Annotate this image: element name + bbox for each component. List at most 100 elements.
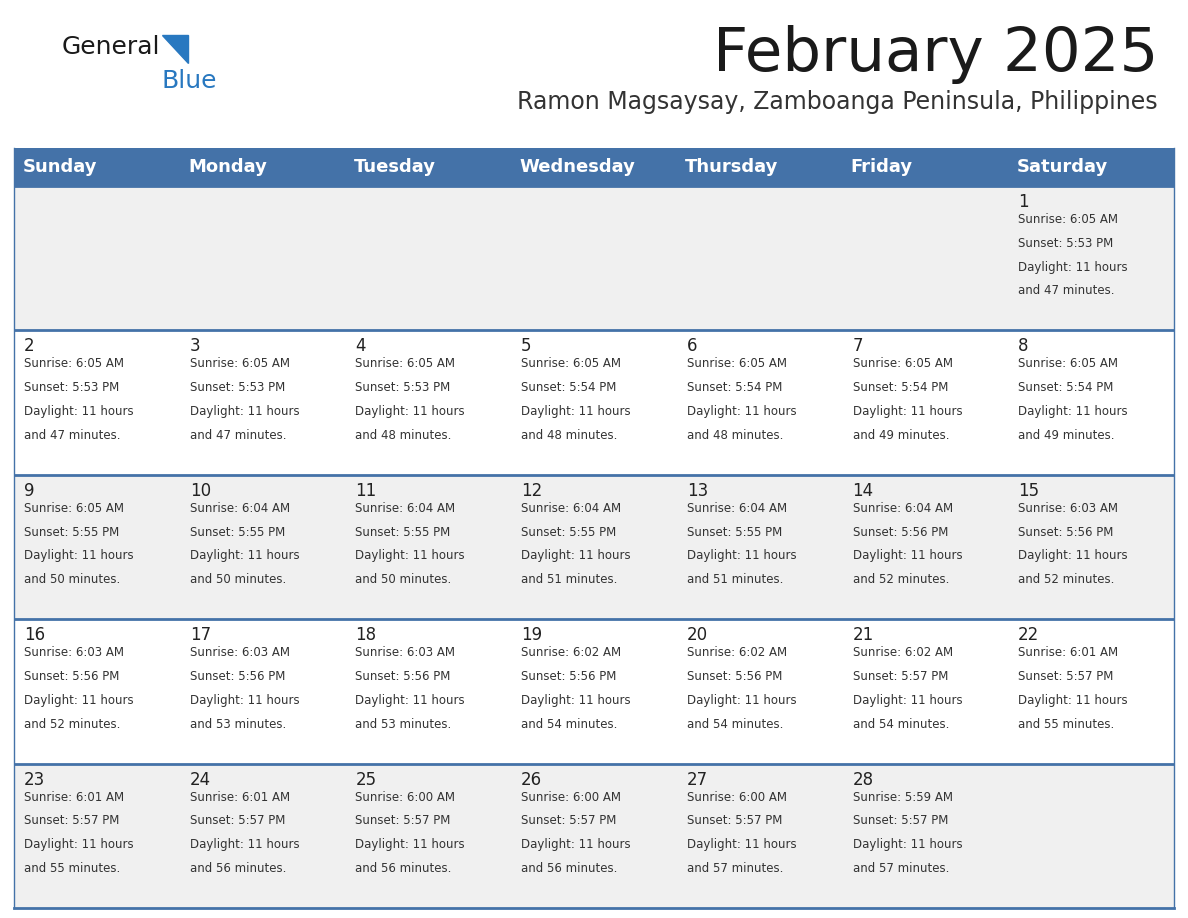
Text: and 48 minutes.: and 48 minutes. xyxy=(355,429,451,442)
Text: Daylight: 11 hours: Daylight: 11 hours xyxy=(853,405,962,418)
Text: Sunrise: 6:02 AM: Sunrise: 6:02 AM xyxy=(522,646,621,659)
Text: 24: 24 xyxy=(190,770,210,789)
Text: Sunrise: 6:05 AM: Sunrise: 6:05 AM xyxy=(853,357,953,370)
Text: Sunrise: 6:03 AM: Sunrise: 6:03 AM xyxy=(1018,502,1118,515)
Text: Sunset: 5:56 PM: Sunset: 5:56 PM xyxy=(687,670,782,683)
Text: and 57 minutes.: and 57 minutes. xyxy=(853,862,949,875)
Text: Daylight: 11 hours: Daylight: 11 hours xyxy=(687,405,796,418)
Bar xyxy=(14,330,1174,475)
Text: 19: 19 xyxy=(522,626,542,644)
Text: Sunrise: 6:00 AM: Sunrise: 6:00 AM xyxy=(687,790,786,803)
Text: Sunrise: 6:05 AM: Sunrise: 6:05 AM xyxy=(24,502,124,515)
Text: Sunrise: 6:05 AM: Sunrise: 6:05 AM xyxy=(355,357,455,370)
Text: Sunrise: 6:05 AM: Sunrise: 6:05 AM xyxy=(190,357,290,370)
Bar xyxy=(1009,148,1174,186)
Text: and 56 minutes.: and 56 minutes. xyxy=(190,862,286,875)
Text: Sunrise: 6:03 AM: Sunrise: 6:03 AM xyxy=(190,646,290,659)
Text: 13: 13 xyxy=(687,482,708,499)
Text: and 51 minutes.: and 51 minutes. xyxy=(687,573,783,587)
Text: Sunrise: 6:03 AM: Sunrise: 6:03 AM xyxy=(24,646,124,659)
Text: Daylight: 11 hours: Daylight: 11 hours xyxy=(355,550,465,563)
Bar xyxy=(14,475,1174,620)
Text: Sunset: 5:57 PM: Sunset: 5:57 PM xyxy=(355,814,450,827)
Text: 22: 22 xyxy=(1018,626,1040,644)
Text: and 53 minutes.: and 53 minutes. xyxy=(355,718,451,731)
Text: Thursday: Thursday xyxy=(685,158,778,176)
Text: 27: 27 xyxy=(687,770,708,789)
Text: Daylight: 11 hours: Daylight: 11 hours xyxy=(853,694,962,707)
Text: Tuesday: Tuesday xyxy=(354,158,436,176)
Text: Sunset: 5:53 PM: Sunset: 5:53 PM xyxy=(355,381,450,394)
Text: Sunrise: 6:04 AM: Sunrise: 6:04 AM xyxy=(355,502,455,515)
Text: Sunrise: 6:05 AM: Sunrise: 6:05 AM xyxy=(1018,357,1118,370)
Text: 2: 2 xyxy=(24,338,34,355)
Text: Daylight: 11 hours: Daylight: 11 hours xyxy=(1018,694,1127,707)
Text: Daylight: 11 hours: Daylight: 11 hours xyxy=(355,838,465,851)
Text: Daylight: 11 hours: Daylight: 11 hours xyxy=(522,405,631,418)
Text: Wednesday: Wednesday xyxy=(519,158,636,176)
Text: Sunset: 5:57 PM: Sunset: 5:57 PM xyxy=(853,670,948,683)
Text: and 54 minutes.: and 54 minutes. xyxy=(522,718,618,731)
Text: 10: 10 xyxy=(190,482,210,499)
Text: 7: 7 xyxy=(853,338,862,355)
Bar xyxy=(179,148,346,186)
Text: Ramon Magsaysay, Zamboanga Peninsula, Philippines: Ramon Magsaysay, Zamboanga Peninsula, Ph… xyxy=(518,90,1158,114)
Bar xyxy=(14,186,1174,330)
Text: Sunset: 5:55 PM: Sunset: 5:55 PM xyxy=(355,526,450,539)
Text: Sunset: 5:54 PM: Sunset: 5:54 PM xyxy=(853,381,948,394)
Text: Sunrise: 6:05 AM: Sunrise: 6:05 AM xyxy=(1018,213,1118,226)
Text: Sunset: 5:53 PM: Sunset: 5:53 PM xyxy=(190,381,285,394)
Text: Sunset: 5:55 PM: Sunset: 5:55 PM xyxy=(190,526,285,539)
Text: 14: 14 xyxy=(853,482,873,499)
Text: Sunrise: 6:02 AM: Sunrise: 6:02 AM xyxy=(853,646,953,659)
Text: Daylight: 11 hours: Daylight: 11 hours xyxy=(190,694,299,707)
Text: Sunset: 5:56 PM: Sunset: 5:56 PM xyxy=(24,670,119,683)
Text: 3: 3 xyxy=(190,338,201,355)
Text: 9: 9 xyxy=(24,482,34,499)
Text: Daylight: 11 hours: Daylight: 11 hours xyxy=(1018,261,1127,274)
Text: Daylight: 11 hours: Daylight: 11 hours xyxy=(190,550,299,563)
Text: and 56 minutes.: and 56 minutes. xyxy=(355,862,451,875)
Text: Sunset: 5:53 PM: Sunset: 5:53 PM xyxy=(1018,237,1113,250)
Text: and 47 minutes.: and 47 minutes. xyxy=(24,429,120,442)
Bar xyxy=(14,620,1174,764)
Text: Sunrise: 6:01 AM: Sunrise: 6:01 AM xyxy=(1018,646,1118,659)
Text: Sunday: Sunday xyxy=(23,158,96,176)
Text: and 55 minutes.: and 55 minutes. xyxy=(1018,718,1114,731)
Text: Sunset: 5:54 PM: Sunset: 5:54 PM xyxy=(522,381,617,394)
Text: Daylight: 11 hours: Daylight: 11 hours xyxy=(853,550,962,563)
Text: and 54 minutes.: and 54 minutes. xyxy=(687,718,783,731)
Text: Sunset: 5:56 PM: Sunset: 5:56 PM xyxy=(190,670,285,683)
Text: and 48 minutes.: and 48 minutes. xyxy=(687,429,783,442)
Text: Daylight: 11 hours: Daylight: 11 hours xyxy=(687,694,796,707)
Text: and 47 minutes.: and 47 minutes. xyxy=(190,429,286,442)
Text: 28: 28 xyxy=(853,770,873,789)
Text: Sunset: 5:57 PM: Sunset: 5:57 PM xyxy=(190,814,285,827)
Text: 18: 18 xyxy=(355,626,377,644)
Text: and 50 minutes.: and 50 minutes. xyxy=(24,573,120,587)
Text: Daylight: 11 hours: Daylight: 11 hours xyxy=(687,550,796,563)
Text: 20: 20 xyxy=(687,626,708,644)
Text: 25: 25 xyxy=(355,770,377,789)
Text: 21: 21 xyxy=(853,626,873,644)
Text: and 52 minutes.: and 52 minutes. xyxy=(1018,573,1114,587)
Text: Sunset: 5:57 PM: Sunset: 5:57 PM xyxy=(1018,670,1113,683)
Text: Daylight: 11 hours: Daylight: 11 hours xyxy=(853,838,962,851)
Text: Saturday: Saturday xyxy=(1017,158,1108,176)
Text: Daylight: 11 hours: Daylight: 11 hours xyxy=(355,694,465,707)
Text: Daylight: 11 hours: Daylight: 11 hours xyxy=(24,405,133,418)
Polygon shape xyxy=(162,35,188,63)
Bar xyxy=(14,148,179,186)
Bar xyxy=(842,148,1009,186)
Text: Blue: Blue xyxy=(162,69,217,93)
Text: and 51 minutes.: and 51 minutes. xyxy=(522,573,618,587)
Text: 26: 26 xyxy=(522,770,542,789)
Text: Monday: Monday xyxy=(188,158,267,176)
Text: 12: 12 xyxy=(522,482,543,499)
Text: Sunset: 5:54 PM: Sunset: 5:54 PM xyxy=(1018,381,1113,394)
Text: Sunset: 5:55 PM: Sunset: 5:55 PM xyxy=(687,526,782,539)
Text: Sunset: 5:53 PM: Sunset: 5:53 PM xyxy=(24,381,119,394)
Text: Sunrise: 6:04 AM: Sunrise: 6:04 AM xyxy=(853,502,953,515)
Text: Daylight: 11 hours: Daylight: 11 hours xyxy=(687,838,796,851)
Text: Sunrise: 6:04 AM: Sunrise: 6:04 AM xyxy=(687,502,786,515)
